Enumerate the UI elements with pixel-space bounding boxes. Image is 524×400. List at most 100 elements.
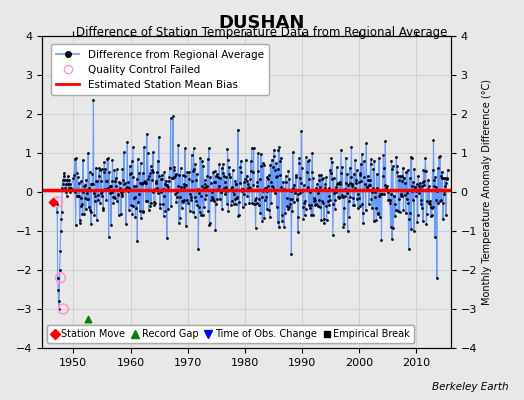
Point xyxy=(212,200,221,207)
Point xyxy=(100,169,108,176)
Point xyxy=(136,208,144,214)
Point xyxy=(384,197,392,203)
Point xyxy=(417,196,425,203)
Point xyxy=(283,195,291,202)
Point xyxy=(316,204,324,210)
Point xyxy=(199,212,207,218)
Point xyxy=(99,207,107,213)
Point xyxy=(266,162,275,168)
Point xyxy=(224,156,232,163)
Point xyxy=(163,184,172,190)
Point xyxy=(83,190,91,196)
Point xyxy=(261,185,269,192)
Point xyxy=(355,179,363,185)
Point xyxy=(253,200,261,206)
Point xyxy=(390,193,398,199)
Point xyxy=(74,193,82,199)
Point xyxy=(272,204,281,210)
Point xyxy=(258,194,266,200)
Point xyxy=(225,170,234,177)
Point xyxy=(245,200,254,206)
Point xyxy=(204,208,213,214)
Point xyxy=(390,193,399,200)
Point xyxy=(137,181,146,188)
Point xyxy=(165,178,173,184)
Point xyxy=(89,97,97,104)
Point xyxy=(441,183,450,190)
Point xyxy=(187,194,195,200)
Point xyxy=(98,193,106,200)
Point xyxy=(295,160,303,166)
Point xyxy=(82,177,91,184)
Point xyxy=(288,208,297,214)
Point xyxy=(332,164,341,170)
Point xyxy=(417,183,425,189)
Point xyxy=(324,198,332,204)
Point xyxy=(429,137,438,144)
Point xyxy=(136,180,144,187)
Point xyxy=(428,167,436,173)
Point xyxy=(253,182,261,189)
Point xyxy=(307,212,315,218)
Point xyxy=(333,180,342,186)
Point xyxy=(422,210,431,217)
Point xyxy=(413,218,421,225)
Point xyxy=(75,220,84,226)
Point xyxy=(297,128,305,134)
Point xyxy=(143,131,151,137)
Point xyxy=(122,185,130,191)
Point xyxy=(178,198,187,205)
Point xyxy=(193,170,201,177)
Point xyxy=(405,246,413,252)
Point xyxy=(353,196,362,202)
Point xyxy=(325,193,334,199)
Point xyxy=(125,185,133,192)
Point xyxy=(378,190,387,197)
Point xyxy=(234,126,242,133)
Point xyxy=(297,180,305,186)
Point xyxy=(219,170,227,176)
Point xyxy=(278,211,286,218)
Point xyxy=(215,161,224,168)
Point xyxy=(380,165,388,172)
Point xyxy=(364,177,373,184)
Point xyxy=(130,194,139,200)
Point xyxy=(334,194,342,200)
Point xyxy=(378,187,386,194)
Point xyxy=(205,145,213,152)
Point xyxy=(268,163,277,170)
Point xyxy=(64,185,73,191)
Point xyxy=(60,177,69,184)
Point xyxy=(275,224,283,230)
Point xyxy=(418,179,427,185)
Point xyxy=(220,185,228,191)
Point xyxy=(341,186,350,192)
Point xyxy=(396,209,404,216)
Point xyxy=(72,170,81,176)
Point xyxy=(255,202,264,208)
Point xyxy=(237,169,245,176)
Point xyxy=(249,182,257,188)
Point xyxy=(124,188,132,194)
Point xyxy=(52,208,61,215)
Point xyxy=(287,188,295,194)
Point xyxy=(195,208,204,215)
Point xyxy=(386,224,395,230)
Point xyxy=(139,209,148,216)
Point xyxy=(322,174,330,180)
Point xyxy=(193,202,202,209)
Point xyxy=(188,152,196,158)
Point xyxy=(192,177,201,183)
Point xyxy=(105,183,114,189)
Point xyxy=(168,175,176,182)
Point xyxy=(296,190,304,197)
Point xyxy=(150,199,158,205)
Point xyxy=(434,187,443,194)
Point xyxy=(190,166,198,172)
Point xyxy=(263,188,271,194)
Point xyxy=(149,189,158,196)
Point xyxy=(303,158,312,164)
Point xyxy=(342,180,351,186)
Point xyxy=(134,156,142,162)
Point xyxy=(162,235,171,241)
